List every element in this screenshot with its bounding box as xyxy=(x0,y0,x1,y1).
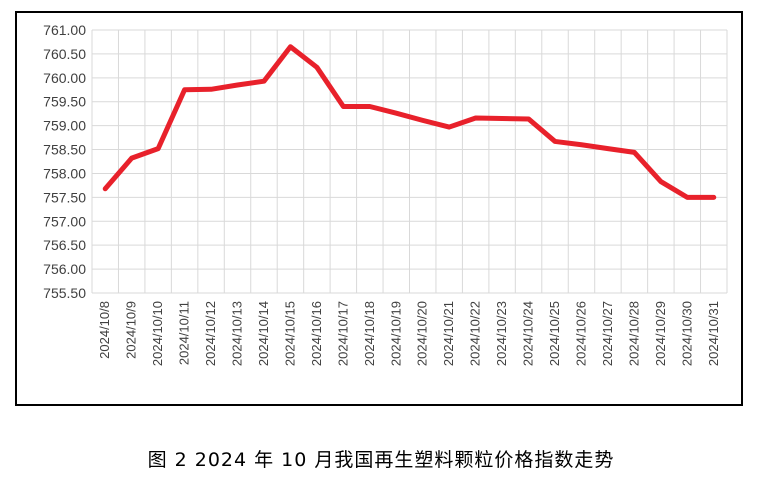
x-tick-label: 2024/10/21 xyxy=(441,301,456,366)
data-point xyxy=(528,118,530,120)
y-axis-ticks: 761.00 760.50 760.00 759.50 759.00 758.50 758.… xyxy=(43,22,86,301)
x-tick-label: 2024/10/30 xyxy=(679,301,694,366)
x-tick-label: 2024/10/28 xyxy=(626,301,641,366)
data-point xyxy=(580,144,582,146)
data-point xyxy=(237,84,239,86)
y-tick-label: 758.50 xyxy=(43,142,86,158)
x-tick-label: 2024/10/27 xyxy=(600,301,615,366)
x-tick-label: 2024/10/25 xyxy=(547,301,562,366)
data-point xyxy=(713,196,715,198)
data-point xyxy=(157,148,159,150)
data-point xyxy=(448,126,450,128)
grid-lines xyxy=(91,29,728,294)
data-point xyxy=(501,117,503,119)
data-point xyxy=(342,106,344,108)
x-tick-label: 2024/10/17 xyxy=(335,301,350,366)
data-point xyxy=(607,148,609,150)
data-point xyxy=(263,80,265,82)
x-axis-ticks: 2024/10/8 2024/10/9 2024/10/10 2024/10/11 20… xyxy=(97,301,721,366)
y-tick-label: 760.50 xyxy=(43,46,86,62)
data-point xyxy=(633,151,635,153)
x-tick-label: 2024/10/12 xyxy=(203,301,218,366)
x-tick-label: 2024/10/24 xyxy=(521,301,536,366)
data-point xyxy=(131,157,133,159)
data-point xyxy=(184,89,186,91)
data-point xyxy=(289,46,291,48)
x-tick-label: 2024/10/11 xyxy=(177,301,192,365)
series-layer xyxy=(102,44,717,200)
data-point xyxy=(210,88,212,90)
y-tick-label: 758.00 xyxy=(43,165,86,181)
x-tick-label: 2024/10/29 xyxy=(653,301,668,366)
y-tick-label: 757.50 xyxy=(43,189,86,205)
x-tick-label: 2024/10/22 xyxy=(468,301,483,366)
x-tick-label: 2024/10/18 xyxy=(362,301,377,366)
data-point xyxy=(554,140,556,142)
series-line xyxy=(102,44,717,200)
x-tick-label: 2024/10/14 xyxy=(256,301,271,366)
line-chart: 761.00 760.50 760.00 759.50 759.00 758.50 758.… xyxy=(43,22,728,366)
x-tick-label: 2024/10/8 xyxy=(97,301,112,359)
x-tick-label: 2024/10/9 xyxy=(124,301,139,359)
y-tick-label: 759.00 xyxy=(43,118,86,134)
y-tick-label: 756.00 xyxy=(43,261,86,277)
x-tick-label: 2024/10/20 xyxy=(415,301,430,366)
y-tick-label: 756.50 xyxy=(43,237,86,253)
data-point xyxy=(395,112,397,114)
y-tick-label: 757.00 xyxy=(43,213,86,229)
x-tick-label: 2024/10/31 xyxy=(706,301,721,366)
figure-caption: 图 2 2024 年 10 月我国再生塑料颗粒价格指数走势 xyxy=(147,449,615,471)
data-point xyxy=(660,181,662,183)
x-tick-label: 2024/10/13 xyxy=(230,301,245,366)
y-tick-label: 759.50 xyxy=(43,94,86,110)
y-tick-label: 760.00 xyxy=(43,70,86,86)
y-tick-label: 755.50 xyxy=(43,285,86,301)
x-tick-label: 2024/10/10 xyxy=(150,301,165,366)
x-tick-label: 2024/10/19 xyxy=(388,301,403,366)
x-tick-label: 2024/10/23 xyxy=(494,301,509,366)
data-point xyxy=(686,196,688,198)
data-point xyxy=(104,188,106,190)
x-tick-label: 2024/10/16 xyxy=(309,301,324,366)
chart-frame: 761.00 760.50 760.00 759.50 759.00 758.50 758.… xyxy=(15,11,743,406)
data-point xyxy=(422,119,424,121)
x-tick-label: 2024/10/15 xyxy=(282,301,297,366)
y-tick-label: 761.00 xyxy=(43,22,86,38)
data-point xyxy=(475,117,477,119)
data-point xyxy=(369,106,371,108)
x-tick-label: 2024/10/26 xyxy=(573,301,588,366)
data-point xyxy=(316,66,318,68)
